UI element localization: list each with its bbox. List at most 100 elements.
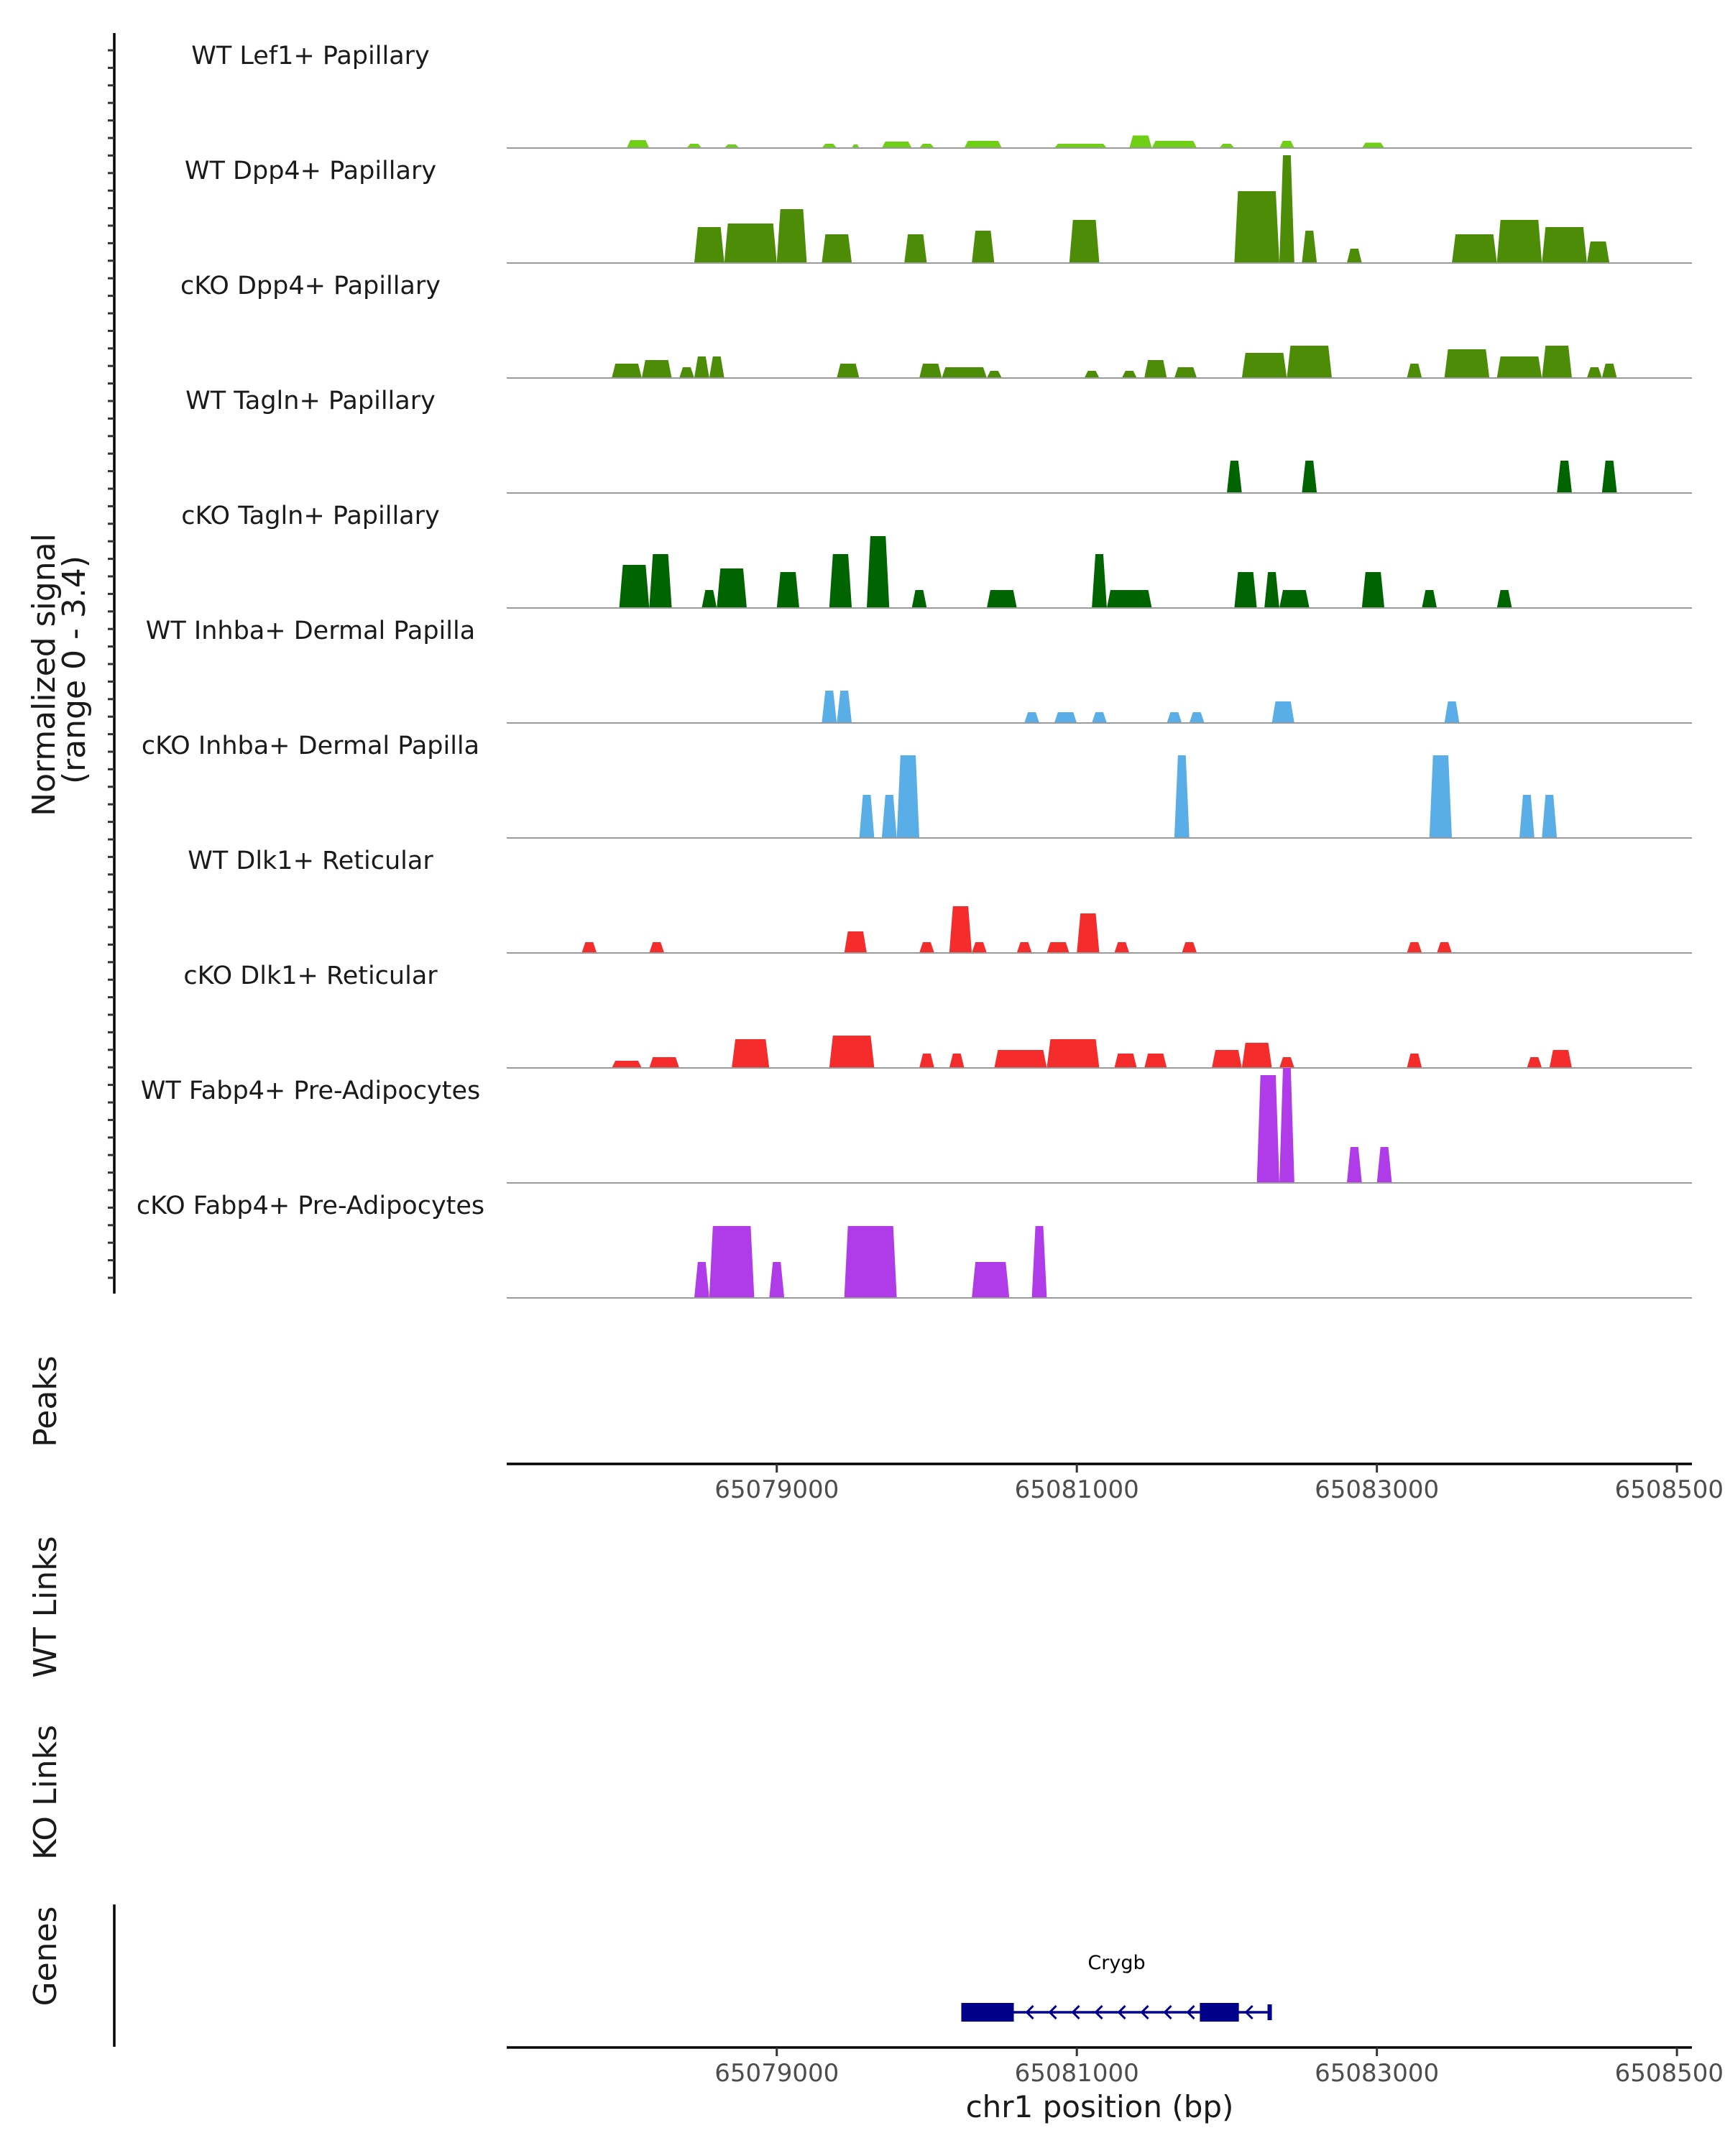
coverage-track: cKO Fabp4+ Pre-Adipocytes [137,1192,1692,1299]
coverage-track: WT Dpp4+ Papillary [185,155,1692,264]
coverage-peak [581,942,597,953]
strand-arrow [1163,2004,1172,2020]
coverage-peak [717,568,747,608]
coverage-peak [1557,461,1573,493]
track-label: WT Inhba+ Dermal Papilla [146,617,475,645]
signal-y-axis-title-line1: Normalized signal [26,533,63,816]
strand-arrow [1048,2004,1057,2020]
x-tick-label: 65079000 [714,2059,839,2088]
coverage-peak [837,691,852,723]
coverage-peak [949,1054,965,1068]
coverage-peak [1407,942,1422,953]
coverage-peak [844,931,867,953]
gene-exon [1267,2004,1272,2020]
track-label: cKO Tagln+ Papillary [181,502,440,530]
coverage-peak [852,144,860,148]
strand-arrow [1186,2004,1195,2020]
coverage-peak [1279,590,1310,608]
coverage-peak [1174,367,1197,378]
coverage-peak [1054,712,1077,723]
coverage-peak [1129,135,1152,148]
peaks-panel-label: Peaks [27,1355,64,1447]
coverage-peak [612,364,642,378]
coverage-peak [942,367,987,378]
coverage-peak [724,224,777,263]
coverage-peak [1376,1147,1392,1183]
coverage-peak [919,942,934,953]
x-tick-label: 65085000 [1615,1475,1725,1504]
coverage-peak [1437,942,1453,953]
coverage-peak [911,590,927,608]
track-label: cKO Dlk1+ Reticular [183,962,438,990]
strand-arrow [1140,2004,1149,2020]
coverage-peak [829,1036,875,1068]
coverage-peak [1279,155,1294,263]
coverage-peak [994,1050,1047,1068]
coverage-peak [619,565,650,608]
coverage-peak [1496,220,1542,263]
coverage-peak [1189,712,1205,723]
coverage-peak [1144,1054,1167,1068]
coverage-peak [686,144,702,148]
coverage-peak [844,1226,897,1298]
coverage-track: WT Fabp4+ Pre-Adipocytes [141,1068,1692,1184]
track-label: WT Dpp4+ Papillary [185,157,436,185]
coverage-peak [829,554,852,608]
coverage-peak [1601,461,1617,493]
strand-arrow [1071,2004,1080,2020]
coverage-peak [822,234,852,263]
coverage-peak [1121,371,1137,378]
x-tick-label: 65079000 [714,1475,839,1504]
coverage-peak [709,1226,755,1298]
coverage-peak [1144,360,1167,378]
coverage-peak [1279,1057,1294,1068]
coverage-peak [694,356,709,378]
coverage-peak [769,1262,785,1298]
coverage-peak [1106,590,1152,608]
coverage-peak [837,364,860,378]
signal-y-axis-title-line2: (range 0 - 3.4) [56,556,93,784]
coverage-peak [896,755,920,838]
coverage-peak [904,234,927,263]
coverage-peak [986,371,1002,378]
x-tick-label: 65083000 [1315,1475,1439,1504]
coverage-peak [1054,144,1107,148]
coverage-peak [949,906,972,953]
coverage-peak [1264,572,1279,608]
coverage-peak [1527,1057,1542,1068]
coverage-peak [1496,590,1512,608]
coverage-peak [1174,755,1190,838]
coverage-peak [1279,141,1294,148]
coverage-peak [679,367,694,378]
coverage-peak [1031,1226,1047,1298]
coverage-peak [1519,795,1535,838]
coverage-peak [612,1061,642,1068]
coverage-peak [732,1039,770,1068]
track-label: WT Lef1+ Papillary [191,42,430,70]
coverage-peak [1302,231,1317,263]
coverage-peak [1016,942,1032,953]
coverage-peak [1234,191,1279,263]
track-label: cKO Dpp4+ Papillary [180,272,441,300]
coverage-peak [859,795,875,838]
coverage-track: WT Inhba+ Dermal Papilla [146,617,1692,724]
coverage-peak [1287,346,1333,378]
coverage-track: WT Lef1+ Papillary [191,42,1692,149]
strand-arrow [1094,2004,1103,2020]
coverage-peak [1114,942,1130,953]
coverage-peak [1256,1075,1279,1183]
track-label: WT Fabp4+ Pre-Adipocytes [141,1077,480,1105]
coverage-peak [1046,1039,1100,1068]
strand-arrow [1117,2004,1126,2020]
coverage-peak [881,142,912,148]
coverage-tracks: WT Lef1+ Papillary WT Dpp4+ Papillary cKO … [137,42,1692,1299]
coverage-peak [1549,1050,1573,1068]
x-tick-label: 65083000 [1315,2059,1439,2088]
coverage-peak [964,141,1002,148]
coverage-peak [1092,554,1107,608]
gene-exon [961,2003,1014,2022]
peaks-x-ticks: 65079000 65081000 65083000 65085000 [714,1464,1725,1504]
coverage-peak [822,144,837,148]
gene-name-label: Crygb [1087,1952,1145,1974]
